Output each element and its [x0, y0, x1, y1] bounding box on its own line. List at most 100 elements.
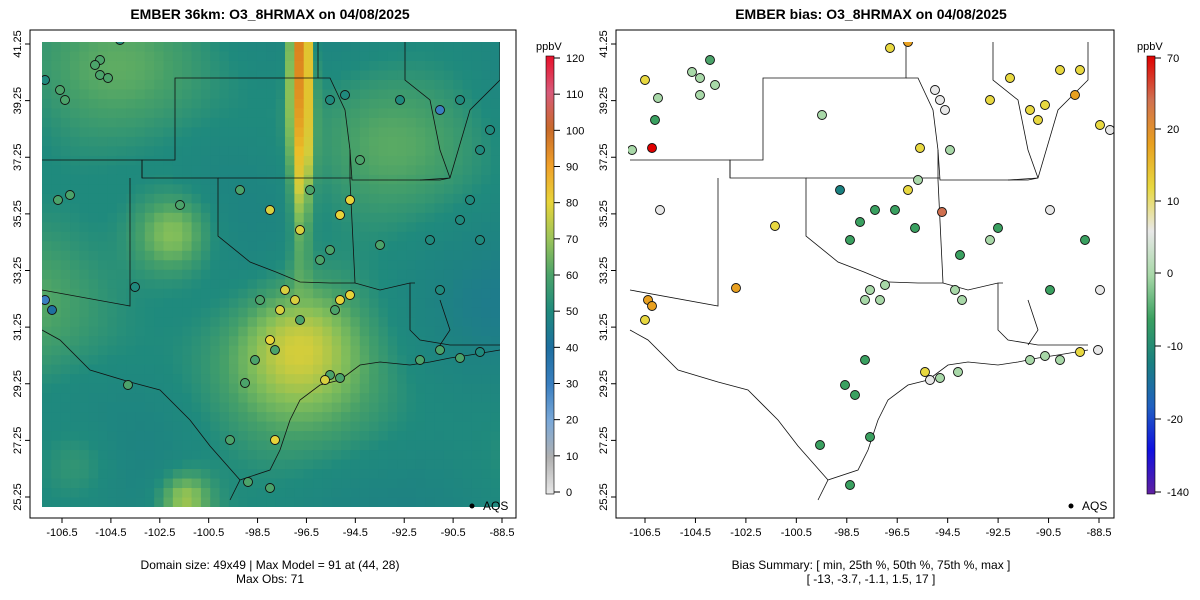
colorbar-tick-label: 50 [566, 306, 578, 318]
bias-points [628, 42, 1114, 490]
colorbar-tick-label: 10 [566, 451, 578, 463]
aqs-site-marker [930, 85, 940, 95]
aqs-site-marker [953, 367, 963, 377]
left-plot-frame [29, 29, 517, 519]
aqs-site-marker [880, 280, 890, 290]
aqs-site-marker [1040, 351, 1050, 361]
colorbar-tick-label: 120 [566, 53, 584, 65]
aqs-site-marker [240, 378, 250, 388]
aqs-site-marker [325, 245, 335, 255]
aqs-site-marker [60, 95, 70, 105]
x-tick-label: -104.5 [680, 527, 711, 539]
aqs-site-marker [870, 205, 880, 215]
y-tick-label: 27.25 [12, 427, 24, 455]
aqs-site-marker [103, 73, 113, 83]
aqs-site-marker [985, 95, 995, 105]
left-colorbar: ppbV 0 10 20 30 40 50 60 70 80 90 100 110 120 [536, 41, 584, 499]
aqs-site-marker [275, 305, 285, 315]
left-colorbar-unit: ppbV [536, 41, 562, 53]
aqs-site-marker [845, 235, 855, 245]
aqs-site-marker [335, 295, 345, 305]
aqs-site-marker [903, 185, 913, 195]
y-tick-label: 29.25 [598, 370, 610, 398]
aqs-site-marker [903, 42, 913, 47]
aqs-site-marker [770, 221, 780, 231]
y-tick-label: 29.25 [12, 370, 24, 398]
aqs-site-marker [42, 75, 50, 85]
x-tick-label: -90.5 [441, 527, 466, 539]
aqs-site-marker [325, 95, 335, 105]
left-x-axis: -106.5 -104.5 -102.5 -100.5 -98.5 -96.5 -94.5 -… [46, 518, 515, 539]
aqs-site-marker [435, 285, 445, 295]
aqs-site-marker [175, 200, 185, 210]
aqs-site-marker [1045, 285, 1055, 295]
aqs-site-marker [235, 185, 245, 195]
aqs-site-marker [435, 345, 445, 355]
y-tick-label: 39.25 [598, 87, 610, 115]
x-tick-label: -98.5 [834, 527, 859, 539]
colorbar-tick-label: 0 [1167, 268, 1173, 280]
aqs-site-marker [1093, 345, 1103, 355]
aqs-site-marker [865, 285, 875, 295]
colorbar-tick-label: -140 [1167, 487, 1189, 499]
aqs-site-marker [415, 355, 425, 365]
colorbar-tick-label: 70 [1167, 53, 1179, 65]
left-aqs-legend: AQS [469, 499, 508, 513]
aqs-site-marker [455, 215, 465, 225]
aqs-site-marker [475, 235, 485, 245]
left-panel-title: EMBER 36km: O3_8HRMAX on 04/08/2025 [130, 6, 410, 22]
aqs-site-marker [695, 90, 705, 100]
colorbar-tick-label: 10 [1167, 196, 1179, 208]
aqs-site-marker [1095, 120, 1105, 130]
colorbar-tick-label: 80 [566, 198, 578, 210]
aqs-site-marker [320, 375, 330, 385]
y-tick-label: 35.25 [12, 200, 24, 228]
colorbar-tick-label: 30 [566, 379, 578, 391]
aqs-site-marker [455, 353, 465, 363]
aqs-site-marker [1025, 355, 1035, 365]
x-tick-label: -88.5 [489, 527, 514, 539]
aqs-site-marker [1055, 65, 1065, 75]
aqs-site-marker [270, 435, 280, 445]
aqs-site-marker [890, 205, 900, 215]
colorbar-tick-label: 40 [566, 342, 578, 354]
aqs-site-marker [647, 143, 657, 153]
aqs-site-marker [865, 432, 875, 442]
aqs-site-marker [250, 355, 260, 365]
aqs-site-marker [475, 347, 485, 357]
aqs-legend-dot-right [1068, 503, 1074, 509]
right-aqs-legend: AQS [1068, 499, 1107, 513]
left-y-axis: 41.25 39.25 37.25 35.25 33.25 31.25 29.25 27.25… [12, 30, 30, 511]
aqs-site-marker [345, 195, 355, 205]
right-x-axis: -106.5 -104.5 -102.5 -100.5 -98.5 -96.5 -94.5 -… [629, 518, 1112, 539]
x-tick-label: -92.5 [986, 527, 1011, 539]
aqs-site-marker [465, 195, 475, 205]
y-tick-label: 37.25 [598, 143, 610, 171]
aqs-site-marker [290, 295, 300, 305]
aqs-site-marker [265, 483, 275, 493]
x-tick-label: -106.5 [46, 527, 77, 539]
right-footer-line1: Bias Summary: [ min, 25th %, 50th %, 75t… [731, 558, 1011, 572]
aqs-site-marker [835, 185, 845, 195]
aqs-site-marker [265, 335, 275, 345]
aqs-site-marker [1070, 90, 1080, 100]
aqs-site-marker [687, 67, 697, 77]
aqs-site-marker [42, 295, 50, 305]
aqs-site-marker [355, 155, 365, 165]
aqs-site-marker [1005, 73, 1015, 83]
aqs-legend-label-right: AQS [1082, 499, 1107, 513]
aqs-site-marker [1045, 205, 1055, 215]
y-tick-label: 33.25 [598, 257, 610, 285]
aqs-site-marker [1033, 115, 1043, 125]
aqs-site-marker [375, 240, 385, 250]
colorbar-tick-label: 90 [566, 162, 578, 174]
aqs-site-marker [1075, 347, 1085, 357]
x-tick-label: -98.5 [245, 527, 270, 539]
aqs-site-marker [710, 80, 720, 90]
aqs-site-marker [925, 375, 935, 385]
aqs-site-marker [295, 315, 305, 325]
x-tick-label: -96.5 [294, 527, 319, 539]
y-tick-label: 25.25 [598, 483, 610, 511]
left-map-panel: -106.5 -104.5 -102.5 -100.5 -98.5 -96.5 -94.5 -… [12, 29, 584, 539]
